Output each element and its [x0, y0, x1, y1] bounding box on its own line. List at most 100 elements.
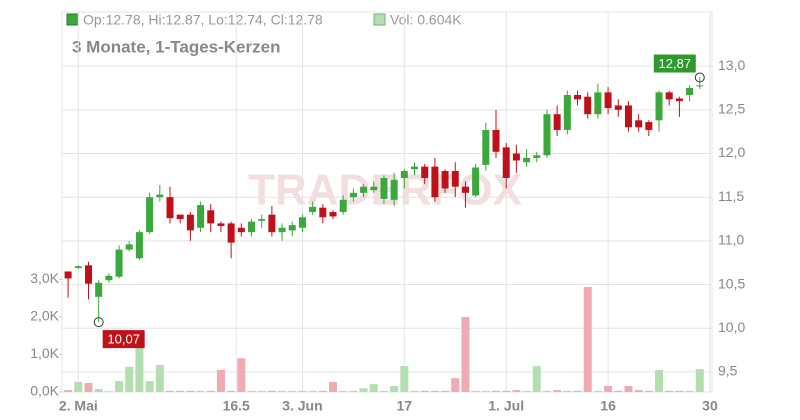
y-tick-label: 10,5 — [718, 275, 745, 291]
volume-legend: Vol: 0.604K — [390, 12, 462, 28]
volume-bar — [308, 390, 317, 392]
candle-body — [227, 223, 235, 243]
y2-tick-label: 1,0K — [30, 345, 59, 361]
volume-bar — [135, 345, 144, 392]
y-tick-label: 11,0 — [718, 232, 744, 248]
candle-body — [258, 219, 266, 221]
candle-body — [512, 153, 520, 161]
volume-bar — [553, 390, 562, 392]
candle-body — [237, 227, 245, 233]
volume-bar — [206, 390, 215, 392]
volume-bar — [532, 366, 541, 392]
volume-bar — [441, 390, 450, 392]
candle-body — [400, 170, 408, 178]
y-tick-label: 13,0 — [718, 57, 745, 73]
volume-bar — [165, 390, 174, 392]
candle-body — [115, 249, 123, 277]
volume-bar — [186, 390, 195, 392]
candle-body — [482, 129, 490, 165]
volume-bar — [522, 390, 531, 392]
volume-bar — [237, 358, 246, 392]
volume-bar — [390, 385, 399, 392]
volume-bar — [359, 388, 368, 392]
y-tick-label: 12,5 — [718, 101, 745, 117]
candle-body — [146, 197, 154, 233]
candle-body — [217, 223, 225, 227]
candle-body — [614, 105, 622, 110]
volume-bar — [176, 390, 185, 392]
annotation-label: 12,87 — [659, 56, 692, 71]
volume-bar — [267, 390, 276, 392]
candle-body — [135, 232, 143, 259]
candle-body — [360, 186, 368, 193]
candle-body — [543, 114, 551, 156]
candle-body — [125, 244, 133, 250]
volume-bar — [655, 369, 664, 392]
volume-bar — [502, 390, 511, 392]
candle-body — [502, 147, 510, 178]
volume-bar — [563, 390, 572, 392]
annotation-box — [102, 330, 145, 349]
volume-bar — [614, 390, 623, 392]
x-tick-label: 30 — [702, 398, 718, 414]
extreme-marker — [694, 72, 705, 83]
candle-body — [686, 88, 694, 95]
volume-bar — [624, 385, 633, 392]
volume-bar — [410, 390, 419, 392]
candle-body — [655, 92, 663, 121]
volume-bar — [604, 385, 613, 392]
volume-bar — [430, 390, 439, 392]
volume-bar — [94, 388, 103, 392]
candle-body — [451, 170, 459, 187]
volume-bar — [369, 384, 378, 392]
y-tick-label: 11,5 — [718, 188, 744, 204]
volume-bar — [145, 381, 154, 392]
candle-body — [288, 225, 296, 231]
candle-body — [349, 192, 357, 198]
volume-bar — [227, 390, 236, 392]
candle-body — [604, 92, 612, 109]
candle-body — [574, 94, 582, 100]
candle-body — [523, 157, 531, 163]
candle-body — [309, 206, 317, 213]
candle-body — [472, 167, 480, 196]
volume-bar — [115, 381, 124, 392]
volume-bar — [675, 390, 684, 392]
volume-bar — [125, 366, 134, 392]
candle-body — [176, 214, 184, 220]
x-tick-label: 2. Mai — [59, 398, 98, 414]
candle-body — [696, 85, 704, 87]
volume-bar — [471, 390, 480, 392]
volume-bar — [481, 390, 490, 392]
candle-body — [390, 179, 398, 200]
candle-body — [533, 155, 541, 158]
candle-body — [105, 275, 113, 281]
volume-bar — [74, 381, 83, 392]
candle-body — [635, 120, 643, 128]
volume-bar — [247, 390, 256, 392]
volume-bar — [257, 390, 266, 392]
candle-body — [268, 214, 276, 233]
volume-bar — [104, 391, 113, 392]
volume-bar — [583, 286, 592, 392]
candle-body — [624, 105, 632, 128]
candle-body — [492, 129, 500, 152]
volume-bar — [634, 390, 643, 392]
subtitle: 3 Monate, 1-Tages-Kerzen — [72, 37, 280, 56]
candle-body — [594, 92, 602, 115]
volume-swatch — [373, 13, 386, 26]
volume-bar — [461, 316, 470, 392]
y2-tick-label: 2,0K — [30, 308, 59, 324]
candle-body — [431, 166, 439, 198]
candle-body — [166, 197, 174, 219]
candle-body — [584, 96, 592, 115]
candle-body — [380, 177, 388, 199]
volume-bar — [593, 390, 602, 392]
candle-body — [421, 166, 429, 178]
volume-bar — [695, 369, 704, 392]
candle-body — [74, 266, 82, 268]
candle-body — [156, 194, 164, 198]
candle-body — [329, 212, 337, 217]
volume-bar — [329, 381, 338, 392]
volume-bar — [573, 390, 582, 392]
